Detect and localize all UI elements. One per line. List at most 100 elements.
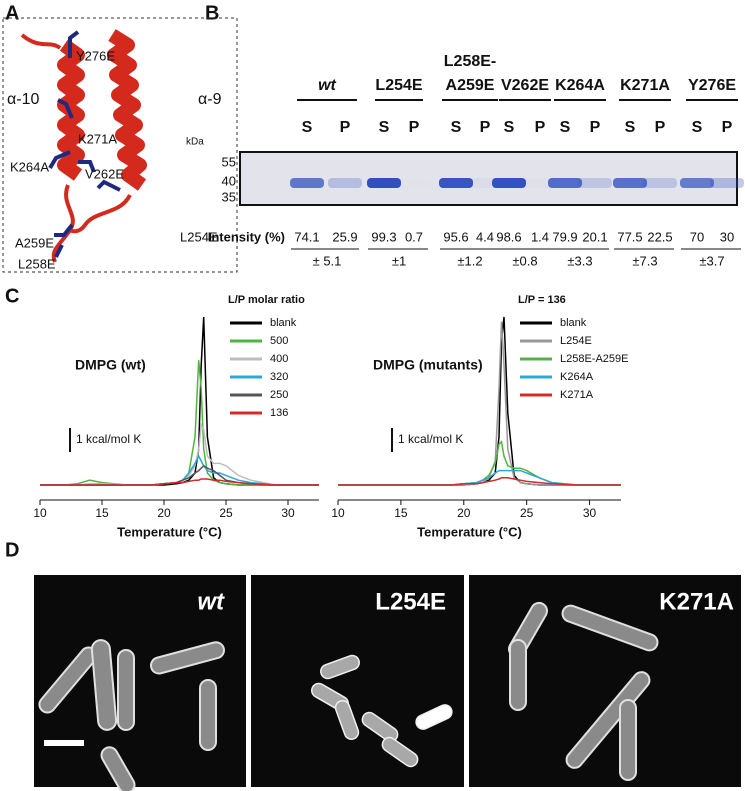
scale-bar-label: 1 kcal/mol K	[398, 432, 463, 446]
fraction-label: P	[409, 119, 420, 136]
intensity-value: 4.4	[476, 229, 494, 244]
image-label: wt	[197, 588, 225, 615]
x-tick-label: 15	[394, 506, 408, 520]
intensity-label: Intensity (%)	[208, 229, 285, 244]
error-value: ±0.8	[512, 253, 537, 268]
x-axis-label: Temperature (°C)	[117, 524, 222, 539]
marker-label: 55	[222, 154, 236, 169]
lane-name: K264A	[555, 77, 605, 94]
legend-label: 500	[270, 335, 288, 347]
lane-name: Y276E	[688, 77, 736, 94]
image-label: K271A	[659, 588, 734, 615]
x-tick-label: 10	[33, 506, 47, 520]
x-tick-label: 10	[331, 506, 345, 520]
fraction-label: P	[340, 119, 351, 136]
gel-band	[290, 178, 324, 188]
gel-band	[328, 178, 362, 188]
lane-name: V262E	[501, 77, 549, 94]
residue-label: L258E	[18, 256, 56, 271]
legend-label: L254E	[560, 335, 592, 347]
legend-label: K264A	[560, 371, 594, 383]
thermogram-line	[40, 478, 319, 486]
residue-label: V262E	[85, 166, 124, 181]
lane-name: wt	[318, 77, 336, 94]
gel-band	[578, 178, 612, 188]
x-tick-label: 20	[157, 506, 171, 520]
legend-label: 250	[270, 389, 288, 401]
intensity-value: 30	[720, 229, 734, 244]
x-tick-label: 25	[219, 506, 233, 520]
fraction-label: P	[590, 119, 601, 136]
residue-label: A259E	[15, 235, 54, 250]
intensity-value: 70	[690, 229, 704, 244]
error-value: ±3.7	[699, 253, 724, 268]
intensity-value: 20.1	[582, 229, 607, 244]
lane-name: A259E	[446, 77, 495, 94]
marker-label: 40	[222, 173, 236, 188]
residue-label: Y276E	[76, 48, 115, 63]
intensity-value: 74.1	[294, 229, 319, 244]
marker-label: 35	[222, 189, 236, 204]
gel	[239, 151, 738, 206]
intensity-value: 0.7	[405, 229, 423, 244]
legend-label: 136	[270, 407, 288, 419]
intensity-value: 77.5	[617, 229, 642, 244]
kda-label: kDa	[186, 137, 204, 148]
scale-bar-label: 1 kcal/mol K	[76, 432, 141, 446]
legend-title: L/P = 136	[518, 294, 566, 306]
error-value: ±1	[392, 253, 406, 268]
error-value: ±3.3	[567, 253, 592, 268]
error-value: ± 5.1	[313, 253, 342, 268]
legend-label: L258E-A259E	[560, 353, 629, 365]
fraction-label: S	[560, 119, 571, 136]
fraction-label: S	[625, 119, 636, 136]
thermogram-line	[338, 477, 621, 486]
x-tick-label: 20	[457, 506, 471, 520]
legend-title: L/P molar ratio	[228, 294, 305, 306]
fraction-label: S	[379, 119, 390, 136]
legend-label: 400	[270, 353, 288, 365]
intensity-value: 98.6	[496, 229, 521, 244]
fraction-label: P	[722, 119, 733, 136]
lane-name: L254E	[375, 77, 422, 94]
chart-title: DMPG (mutants)	[373, 357, 483, 373]
image-label: L254E	[375, 588, 446, 615]
fraction-label: S	[692, 119, 703, 136]
x-tick-label: 15	[95, 506, 109, 520]
helix-label: α-10	[7, 91, 39, 108]
fraction-label: P	[655, 119, 666, 136]
residue-label: K271A	[78, 131, 117, 146]
fraction-label: P	[480, 119, 491, 136]
panel-label: D	[5, 539, 19, 561]
legend-label: blank	[270, 317, 297, 329]
error-value: ±7.3	[632, 253, 657, 268]
residue-label: L254E	[180, 229, 218, 244]
gel-band	[367, 178, 401, 188]
error-value: ±1.2	[457, 253, 482, 268]
fraction-label: S	[504, 119, 515, 136]
panel-label: A	[5, 2, 19, 24]
fraction-label: P	[535, 119, 546, 136]
panel-label: B	[205, 2, 219, 24]
lane-name: K271A	[620, 77, 670, 94]
lane-name: L258E-	[444, 53, 496, 70]
gel-band	[397, 178, 431, 188]
gel-band	[439, 178, 473, 188]
panel-a-frame	[2, 17, 238, 273]
gel-band	[643, 178, 677, 188]
fraction-label: S	[302, 119, 313, 136]
gel-band	[492, 178, 526, 188]
thermogram-line	[338, 440, 621, 486]
x-axis-label: Temperature (°C)	[417, 524, 522, 539]
legend-label: blank	[560, 317, 587, 329]
chart-title: DMPG (wt)	[75, 357, 146, 373]
helix-structure	[20, 29, 147, 263]
intensity-value: 99.3	[371, 229, 396, 244]
x-tick-label: 30	[583, 506, 597, 520]
residue-label: K264A	[10, 159, 49, 174]
legend-label: 320	[270, 371, 288, 383]
thermogram-line	[40, 360, 319, 486]
intensity-value: 1.4	[531, 229, 549, 244]
intensity-value: 95.6	[443, 229, 468, 244]
thermogram-line	[40, 422, 319, 486]
